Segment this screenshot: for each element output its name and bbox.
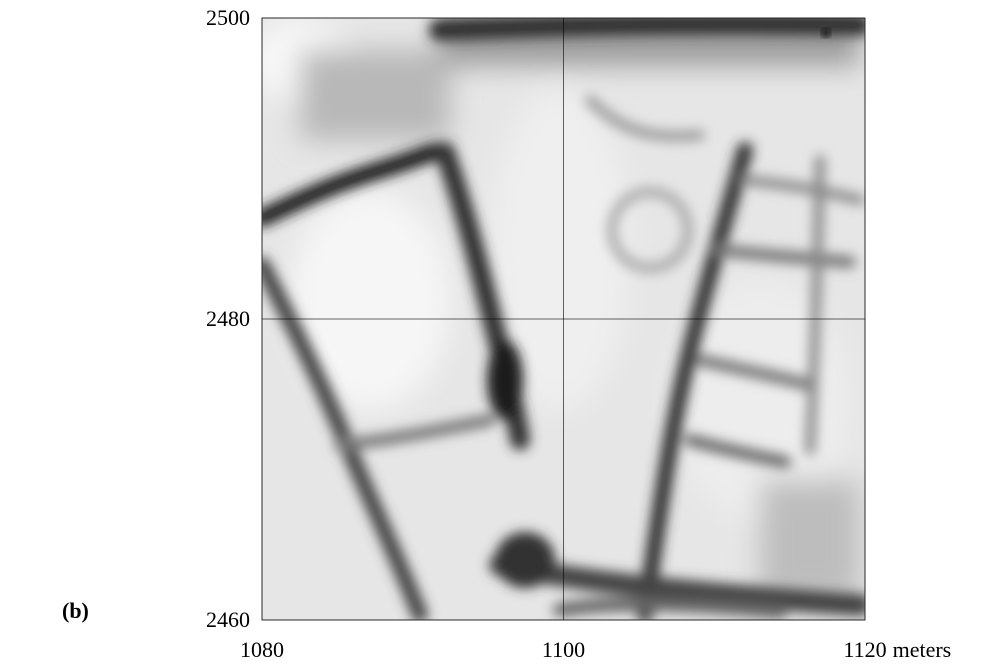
y-tick-label: 2460 — [206, 607, 250, 632]
panel-label: (b) — [62, 598, 89, 623]
y-tick-label: 2480 — [206, 306, 250, 331]
x-axis-label: meters — [893, 637, 952, 662]
page: {"chart_data": {"type": "image", "panel_… — [0, 0, 985, 672]
x-tick-label: 1100 — [542, 637, 585, 662]
x-tick-label: 1080 — [240, 637, 284, 662]
y-tick-label: 2500 — [206, 5, 250, 30]
chart: 2460 2480 2500 1080 1100 1120 meters (b) — [0, 0, 985, 672]
x-tick-label: 1120 — [843, 637, 886, 662]
